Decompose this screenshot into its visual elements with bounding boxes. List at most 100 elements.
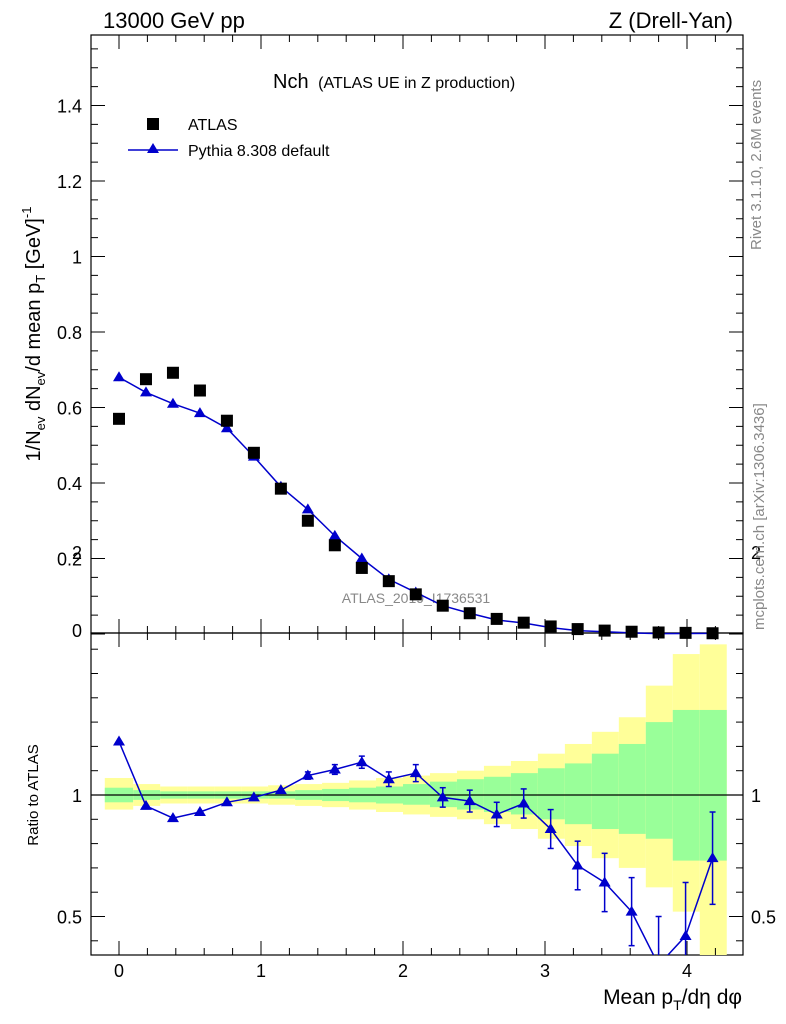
ratio-y-tick-label-right: 2 — [751, 543, 761, 563]
main-y-tick-label: 0.2 — [57, 550, 82, 570]
main-data-point — [382, 575, 395, 588]
main-y-tick-label: 0.8 — [57, 323, 82, 343]
legend-atlas-marker — [147, 118, 159, 130]
ratio-y-tick-label: 1 — [72, 786, 82, 806]
main-data-point — [463, 607, 476, 620]
x-tick-label: 1 — [256, 961, 266, 981]
legend-atlas-label: ATLAS — [188, 117, 238, 134]
ratio-y-tick-label-right: 1 — [751, 786, 761, 806]
main-data-series — [113, 366, 719, 640]
main-data-point — [544, 620, 557, 633]
main-data-point — [328, 539, 341, 552]
ratio-mc-point — [166, 812, 179, 823]
ratio-y-tick-label: 2 — [72, 543, 82, 563]
ratio-mc-series — [113, 735, 719, 969]
mcplots-reference-label: mcplots.cern.ch [arXiv:1306.3436] — [751, 403, 768, 630]
main-y-tick-label: 0 — [72, 621, 82, 641]
main-data-point — [139, 373, 152, 386]
legend-mc-marker — [147, 143, 159, 153]
main-data-point — [166, 366, 179, 379]
main-data-point — [652, 626, 665, 639]
plot-title: Nch (ATLAS UE in Z production) — [273, 71, 515, 93]
ratio-mc-point — [113, 735, 125, 746]
main-data-point — [706, 627, 719, 640]
main-mc-point — [113, 371, 125, 382]
ratio-mc-point — [625, 905, 638, 916]
ratio-mc-point — [193, 806, 206, 817]
main-data-point — [409, 588, 422, 601]
svg-text:1/Nev dNev/d mean pT [GeV]-1: 1/Nev dNev/d mean pT [GeV]-1 — [19, 207, 48, 462]
main-y-tick-label: 1.2 — [57, 172, 82, 192]
ratio-mc-point — [490, 808, 503, 819]
ratio-band-inner — [645, 722, 673, 839]
main-mc-point — [301, 503, 314, 514]
ratio-mc-point — [598, 876, 611, 887]
main-data-point — [301, 514, 314, 527]
ratio-mc-point — [328, 763, 341, 774]
main-data-point — [436, 599, 449, 612]
x-tick-label: 2 — [398, 961, 408, 981]
ratio-mc-point — [706, 852, 719, 863]
ratio-mc-point — [139, 799, 152, 810]
ratio-uncertainty-bands — [104, 644, 727, 955]
ratio-y-axis-label: Ratio to ATLAS — [25, 744, 42, 845]
ratio-band-inner — [672, 709, 700, 861]
ratio-mc-point — [409, 767, 422, 778]
ratio-mc-point — [517, 797, 530, 808]
main-mc-point — [166, 397, 179, 408]
main-data-point — [679, 626, 692, 639]
main-mc-point — [193, 407, 206, 418]
ratio-mc-point — [653, 959, 665, 969]
main-mc-point — [220, 422, 233, 433]
main-data-point — [598, 624, 611, 637]
ratio-mc-point — [382, 773, 395, 784]
main-mc-point — [355, 552, 368, 563]
x-axis-label: Mean pT/dη dφ — [603, 986, 742, 1013]
plot-title-sub: (ATLAS UE in Z production) — [318, 75, 515, 92]
main-data-point — [571, 623, 584, 636]
main-y-tick-label: 1 — [72, 248, 82, 268]
ratio-mc-point — [274, 784, 287, 795]
ratio-mc-clipped — [113, 735, 719, 969]
header-right-label: Z (Drell-Yan) — [609, 8, 733, 33]
ratio-band-inner — [618, 743, 646, 834]
ratio-y-tick-label: 0.5 — [57, 908, 82, 928]
main-data-point — [113, 412, 125, 425]
ratio-plot-frame — [90, 632, 744, 956]
x-tick-label: 4 — [682, 961, 692, 981]
main-y-tick-label: 1.4 — [57, 97, 82, 117]
rivet-version-label: Rivet 3.1.10, 2.6M events — [748, 80, 765, 250]
ratio-mc-point — [247, 791, 260, 802]
main-y-tick-label: 0.4 — [57, 474, 82, 494]
ratio-mc-point — [301, 769, 314, 780]
main-data-point — [193, 384, 206, 397]
main-data-point — [274, 482, 287, 495]
ratio-mc-point — [571, 859, 584, 870]
main-data-point — [517, 616, 530, 629]
main-y-axis-label: 1/Nev dNev/d mean pT [GeV]-1 — [19, 207, 48, 462]
legend: ATLAS Pythia 8.308 default — [128, 117, 330, 160]
plot-title-main: Nch — [273, 71, 309, 93]
ratio-mc-point — [544, 823, 557, 834]
ratio-band-inner — [403, 784, 430, 805]
legend-mc-label: Pythia 8.308 default — [188, 143, 330, 160]
ratio-mc-point — [679, 929, 692, 940]
ratio-band-inner — [591, 753, 619, 830]
ratio-mc-point — [220, 796, 233, 807]
main-y-tick-label: 0.6 — [57, 399, 82, 419]
header-left-label: 13000 GeV pp — [103, 8, 245, 33]
main-data-point — [355, 561, 368, 574]
main-axis-ticks: 0 0.2 0.4 0.6 0.8 1 1.2 1.4 — [57, 35, 743, 641]
ratio-mc-point — [355, 756, 368, 767]
main-mc-point — [328, 529, 341, 540]
main-data-point — [247, 446, 260, 459]
ratio-mc-point — [463, 795, 476, 806]
ratio-y-tick-label-right: 0.5 — [751, 908, 776, 928]
main-data-point — [220, 414, 233, 427]
main-data-point — [490, 612, 503, 625]
main-data-point — [625, 625, 638, 638]
ratio-band-inner — [564, 763, 592, 825]
ratio-axis-ticks: 0 1 2 3 4 0.5 0.5 1 1 2 2 — [57, 543, 776, 981]
x-tick-label: 0 — [114, 961, 124, 981]
